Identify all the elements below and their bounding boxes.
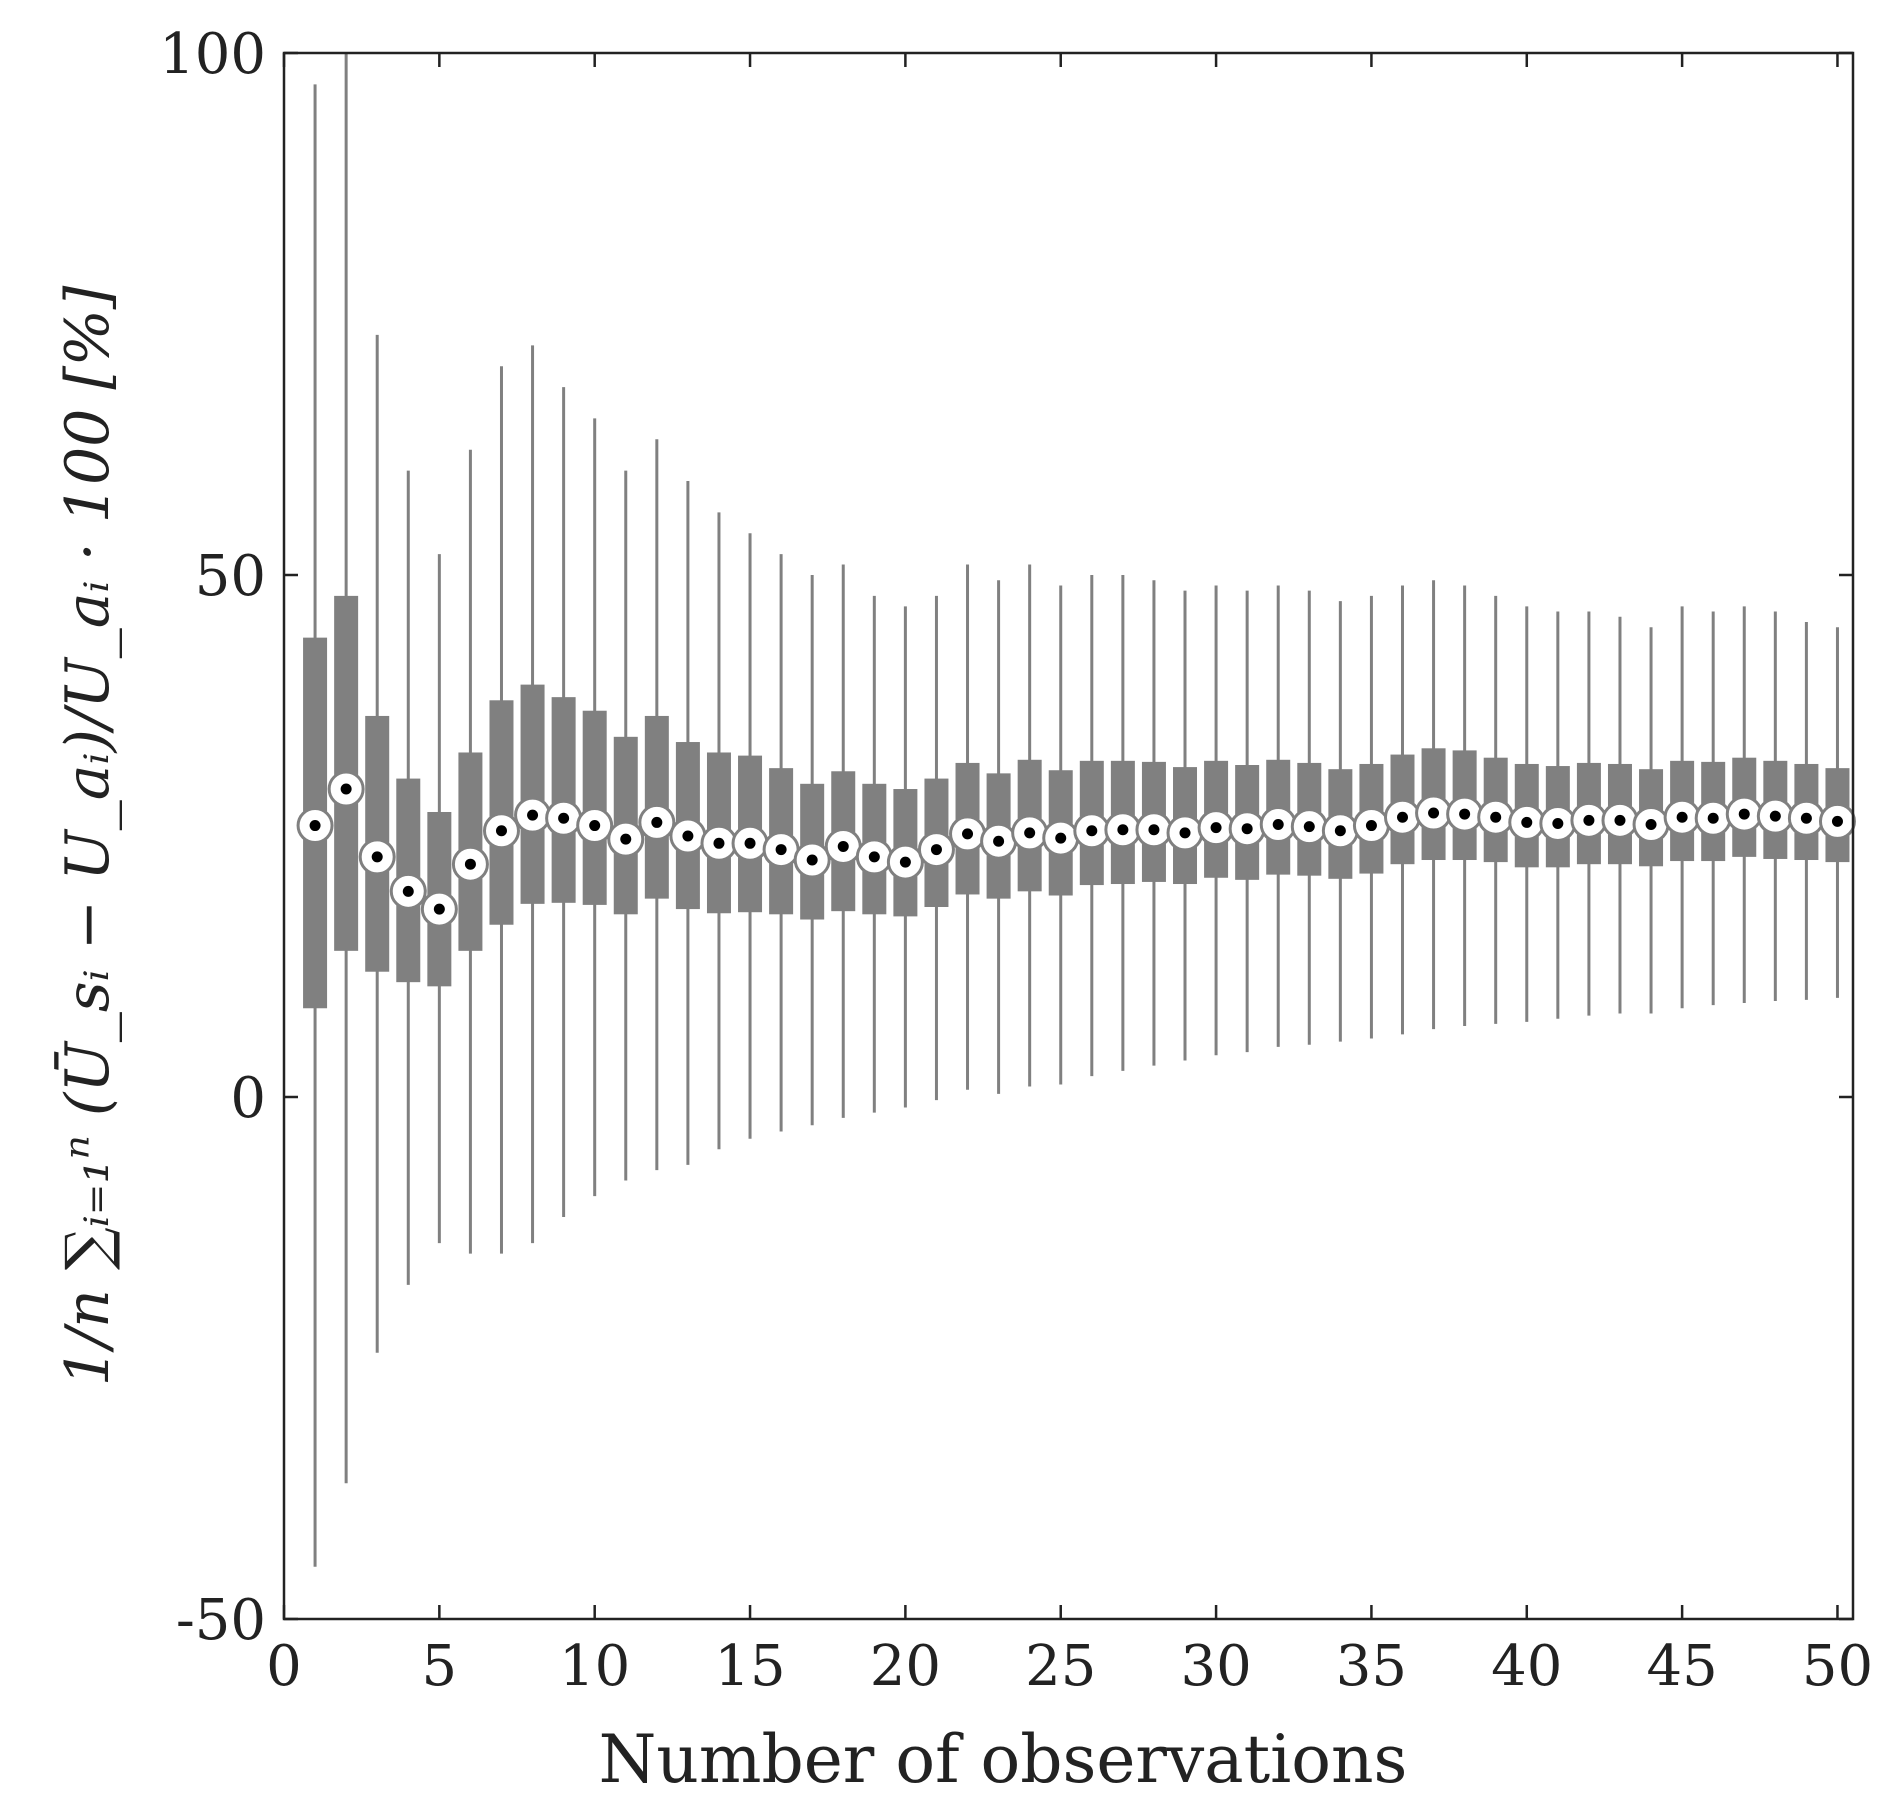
y-tick-label-0: 0	[230, 1066, 266, 1131]
median-dot-28	[1148, 824, 1160, 836]
median-dot-18	[837, 840, 849, 852]
median-dot-38	[1459, 808, 1471, 820]
median-dot-47	[1738, 808, 1750, 820]
median-dot-23	[993, 835, 1005, 847]
median-dot-24	[1024, 827, 1036, 839]
median-dot-13	[682, 830, 694, 842]
median-dot-29	[1179, 827, 1191, 839]
x-tick-label-5: 5	[422, 1634, 458, 1699]
x-tick-label-0: 0	[266, 1634, 302, 1699]
median-dot-36	[1396, 811, 1408, 823]
median-dot-12	[651, 816, 663, 828]
median-dot-32	[1272, 819, 1284, 831]
x-tick-label-10: 10	[559, 1634, 630, 1699]
x-tick-label-35: 35	[1336, 1634, 1407, 1699]
median-dot-22	[962, 828, 974, 840]
median-dot-8	[527, 809, 539, 821]
median-dot-11	[620, 833, 632, 845]
median-dot-16	[775, 844, 787, 856]
median-dot-15	[744, 837, 756, 849]
x-tick-label-25: 25	[1025, 1634, 1096, 1699]
median-dot-35	[1365, 820, 1377, 832]
median-dot-25	[1055, 832, 1067, 844]
median-dot-10	[589, 820, 601, 832]
median-dot-42	[1583, 814, 1595, 826]
median-dot-4	[402, 885, 414, 897]
x-tick-label-20: 20	[870, 1634, 941, 1699]
median-dot-14	[713, 837, 725, 849]
median-dot-19	[868, 851, 880, 863]
median-dot-5	[433, 903, 445, 915]
median-dot-41	[1552, 817, 1564, 829]
median-dot-17	[806, 854, 818, 866]
median-dot-46	[1707, 812, 1719, 824]
box-8	[520, 684, 545, 904]
median-dot-20	[899, 856, 911, 868]
x-tick-label-45: 45	[1646, 1634, 1717, 1699]
y-axis-title: 1/n ∑ᵢ₌₁ⁿ (Ū_sᵢ − U_aᵢ)/U_aᵢ · 100 [%]	[53, 285, 123, 1386]
median-dot-30	[1210, 822, 1222, 834]
median-dot-9	[558, 812, 570, 824]
median-dot-39	[1490, 811, 1502, 823]
median-dot-49	[1800, 812, 1812, 824]
median-dot-40	[1521, 816, 1533, 828]
x-axis-title: Number of observations	[599, 1721, 1408, 1798]
y-tick-label--50: -50	[176, 1588, 266, 1653]
median-dot-2	[340, 783, 352, 795]
median-dot-1	[309, 820, 321, 832]
median-dot-6	[464, 858, 476, 870]
median-dot-45	[1676, 811, 1688, 823]
median-dot-34	[1334, 825, 1346, 837]
median-dot-3	[371, 851, 383, 863]
ticks-layer	[282, 51, 1853, 1621]
x-tick-label-30: 30	[1180, 1634, 1251, 1699]
median-dot-50	[1831, 815, 1843, 827]
median-dot-43	[1614, 814, 1626, 826]
x-tick-label-50: 50	[1802, 1634, 1873, 1699]
y-tick-label-50: 50	[195, 544, 266, 609]
median-dot-44	[1645, 819, 1657, 831]
median-dot-27	[1117, 824, 1129, 836]
plot-frame	[282, 51, 1855, 1621]
median-dot-7	[495, 825, 507, 837]
medians-layer	[296, 770, 1856, 928]
x-tick-label-15: 15	[714, 1634, 785, 1699]
median-dot-37	[1428, 807, 1440, 819]
median-dot-33	[1303, 821, 1315, 833]
median-dot-31	[1241, 823, 1253, 835]
median-dot-21	[930, 844, 942, 856]
y-tick-label-100: 100	[159, 22, 266, 87]
median-dot-26	[1086, 825, 1098, 837]
x-tick-label-40: 40	[1491, 1634, 1562, 1699]
median-dot-48	[1769, 810, 1781, 822]
